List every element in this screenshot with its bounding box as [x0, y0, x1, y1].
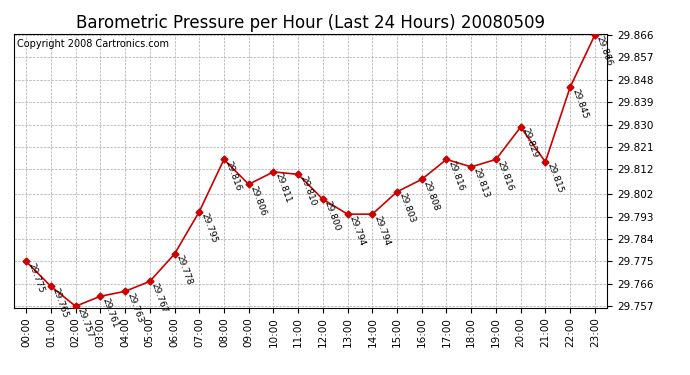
Text: 29.808: 29.808: [422, 179, 441, 212]
Text: 29.794: 29.794: [348, 214, 367, 247]
Text: 29.775: 29.775: [26, 261, 46, 294]
Text: 29.767: 29.767: [150, 281, 169, 314]
Text: 29.866: 29.866: [595, 35, 614, 68]
Text: 29.816: 29.816: [446, 159, 466, 192]
Text: 29.800: 29.800: [323, 199, 342, 232]
Title: Barometric Pressure per Hour (Last 24 Hours) 20080509: Barometric Pressure per Hour (Last 24 Ho…: [76, 14, 545, 32]
Text: 29.757: 29.757: [76, 306, 95, 339]
Text: 29.816: 29.816: [496, 159, 515, 192]
Text: 29.794: 29.794: [373, 214, 391, 247]
Text: 29.806: 29.806: [248, 184, 268, 217]
Text: 29.815: 29.815: [545, 162, 564, 195]
Text: 29.816: 29.816: [224, 159, 243, 192]
Text: Copyright 2008 Cartronics.com: Copyright 2008 Cartronics.com: [17, 39, 169, 49]
Text: 29.813: 29.813: [471, 167, 491, 200]
Text: 29.845: 29.845: [570, 87, 589, 120]
Text: 29.761: 29.761: [100, 296, 119, 329]
Text: 29.829: 29.829: [521, 127, 540, 160]
Text: 29.803: 29.803: [397, 192, 416, 225]
Text: 29.778: 29.778: [175, 254, 194, 286]
Text: 29.795: 29.795: [199, 211, 219, 244]
Text: 29.810: 29.810: [298, 174, 317, 207]
Text: 29.765: 29.765: [51, 286, 70, 319]
Text: 29.763: 29.763: [125, 291, 144, 324]
Text: 29.811: 29.811: [273, 172, 293, 204]
